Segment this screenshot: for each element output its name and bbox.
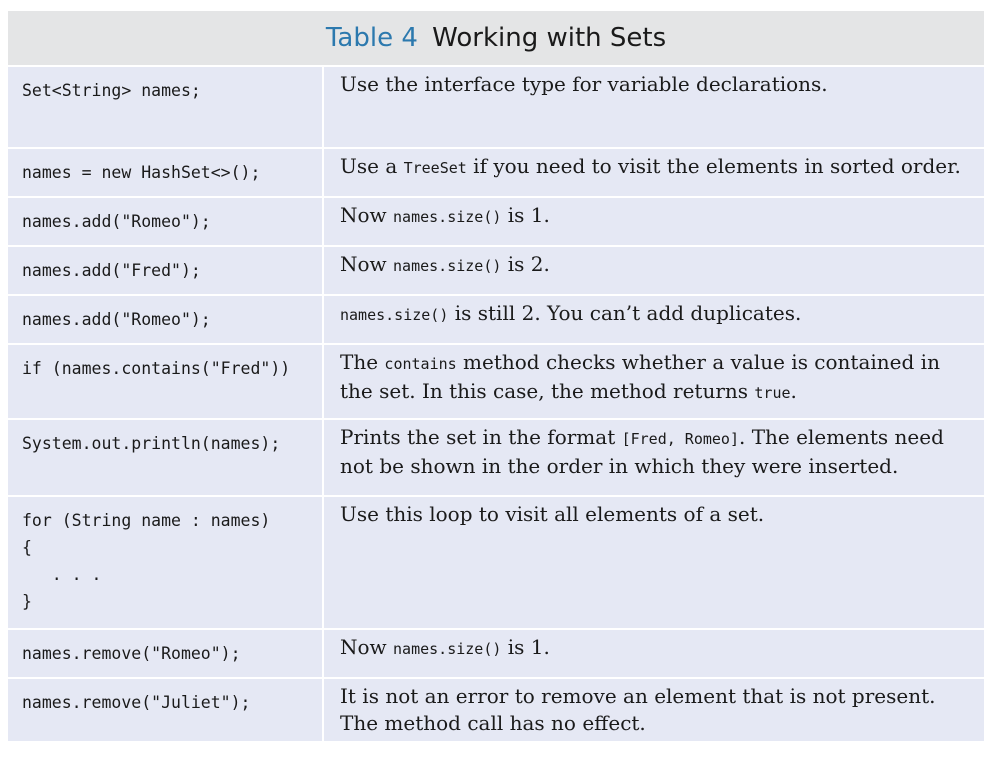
description-text: is 2. bbox=[501, 252, 550, 276]
table-row: names = new HashSet<>(); Use a TreeSet if… bbox=[8, 147, 984, 196]
code-cell: System.out.println(names); bbox=[8, 420, 324, 495]
description-text: is still 2. You can’t add duplicates. bbox=[448, 301, 802, 325]
table-row: System.out.println(names); Prints the set… bbox=[8, 418, 984, 495]
description-text: The bbox=[340, 350, 385, 374]
code-cell: names.remove("Juliet"); bbox=[8, 679, 324, 741]
code-cell: for (String name : names) { . . . } bbox=[8, 497, 324, 628]
code-cell: names = new HashSet<>(); bbox=[8, 149, 324, 196]
description-cell: It is not an error to remove an element … bbox=[324, 679, 984, 741]
description-cell: Now names.size() is 1. bbox=[324, 630, 984, 677]
table-row: names.remove("Romeo"); Now names.size() i… bbox=[8, 628, 984, 677]
inline-code: true bbox=[754, 384, 791, 402]
description-text: . The elements need not be shown in the … bbox=[340, 425, 944, 478]
code-cell: names.add("Fred"); bbox=[8, 247, 324, 294]
description-text: is 1. bbox=[501, 203, 550, 227]
inline-code: names.size() bbox=[340, 306, 449, 324]
description-text: Use a bbox=[340, 154, 404, 178]
table-row: for (String name : names) { . . . } Use t… bbox=[8, 495, 984, 628]
description-text: Prints the set in the format bbox=[340, 425, 622, 449]
table-caption: Table 4 Working with Sets bbox=[8, 11, 984, 67]
table-row: if (names.contains("Fred")) The contains … bbox=[8, 343, 984, 418]
inline-code: names.size() bbox=[393, 208, 502, 226]
description-cell: Now names.size() is 1. bbox=[324, 198, 984, 245]
code-cell: names.add("Romeo"); bbox=[8, 296, 324, 343]
description-text: method checks whether a value is contain… bbox=[340, 350, 940, 403]
description-cell: The contains method checks whether a val… bbox=[324, 345, 984, 418]
table-row: Set<String> names; Use the interface type… bbox=[8, 67, 984, 147]
description-text: Now bbox=[340, 252, 394, 276]
description-text: Now bbox=[340, 203, 394, 227]
table-row: names.add("Romeo"); names.size() is still… bbox=[8, 294, 984, 343]
inline-code: TreeSet bbox=[403, 159, 467, 177]
description-cell: Use this loop to visit all elements of a… bbox=[324, 497, 984, 628]
code-cell: if (names.contains("Fred")) bbox=[8, 345, 324, 418]
description-text: . bbox=[790, 379, 797, 403]
description-cell: names.size() is still 2. You can’t add d… bbox=[324, 296, 984, 343]
code-cell: Set<String> names; bbox=[8, 67, 324, 147]
table-row: names.remove("Juliet"); It is not an erro… bbox=[8, 677, 984, 741]
code-cell: names.add("Romeo"); bbox=[8, 198, 324, 245]
description-cell: Use the interface type for variable decl… bbox=[324, 67, 984, 147]
table-number: Table 4 bbox=[325, 23, 418, 53]
description-cell: Prints the set in the format [Fred, Rome… bbox=[324, 420, 984, 495]
description-text: if you need to visit the elements in sor… bbox=[466, 154, 961, 178]
description-cell: Use a TreeSet if you need to visit the e… bbox=[324, 149, 984, 196]
description-cell: Now names.size() is 2. bbox=[324, 247, 984, 294]
code-cell: names.remove("Romeo"); bbox=[8, 630, 324, 677]
inline-code: contains bbox=[384, 355, 457, 373]
description-text: Now bbox=[340, 635, 394, 659]
sets-table: Table 4 Working with Sets Set<String> na… bbox=[8, 11, 984, 741]
table-row: names.add("Romeo"); Now names.size() is 1… bbox=[8, 196, 984, 245]
table-title: Working with Sets bbox=[432, 23, 667, 53]
inline-code: names.size() bbox=[393, 640, 502, 658]
inline-code: names.size() bbox=[393, 257, 502, 275]
description-text: It is not an error to remove an element … bbox=[340, 684, 936, 735]
description-text: is 1. bbox=[501, 635, 550, 659]
table-body: Set<String> names; Use the interface type… bbox=[8, 67, 984, 741]
inline-code: [Fred, Romeo] bbox=[621, 430, 739, 448]
table-row: names.add("Fred"); Now names.size() is 2. bbox=[8, 245, 984, 294]
description-text: Use the interface type for variable decl… bbox=[340, 72, 828, 96]
description-text: Use this loop to visit all elements of a… bbox=[340, 502, 765, 526]
